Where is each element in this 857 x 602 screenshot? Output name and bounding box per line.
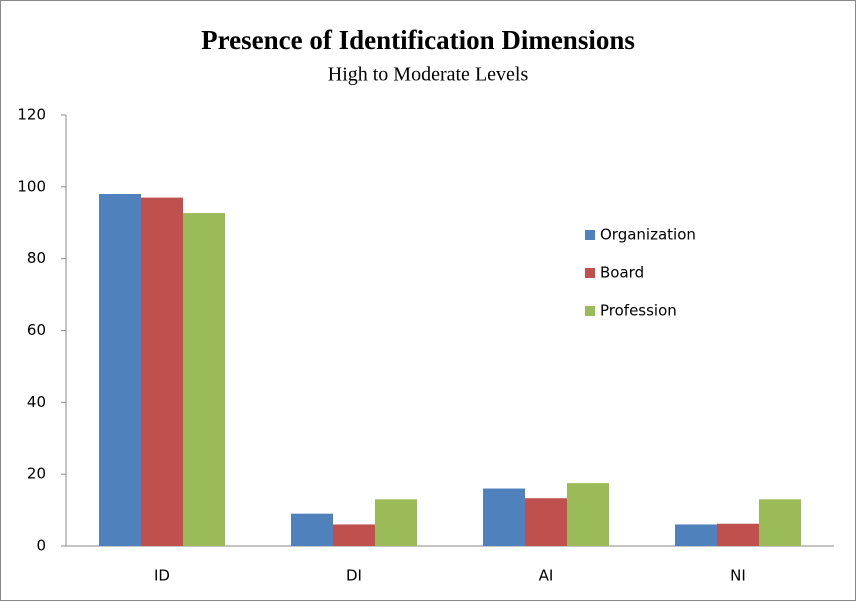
bar <box>675 524 717 546</box>
legend-label: Board <box>600 264 644 282</box>
bar <box>141 197 183 546</box>
y-tick-label: 100 <box>17 177 46 195</box>
y-tick-label: 20 <box>27 465 46 483</box>
y-tick-label: 80 <box>27 249 46 267</box>
bar <box>291 513 333 546</box>
bar <box>375 499 417 546</box>
bar <box>99 194 141 546</box>
bar <box>567 483 609 546</box>
bar <box>759 499 801 546</box>
legend-label: Organization <box>600 226 696 244</box>
y-tick-label: 0 <box>36 537 46 555</box>
legend-label: Profession <box>600 302 677 320</box>
legend-swatch <box>585 230 595 240</box>
bar <box>483 488 525 546</box>
legend-swatch <box>585 268 595 278</box>
x-tick-label: DI <box>346 567 362 585</box>
x-tick-label: AI <box>539 567 554 585</box>
bar <box>333 524 375 546</box>
chart-title: Presence of Identification Dimensions <box>201 25 635 55</box>
bar <box>525 498 567 546</box>
x-tick-label: ID <box>154 567 170 585</box>
y-tick-label: 120 <box>17 106 46 124</box>
bar <box>183 213 225 547</box>
y-tick-label: 40 <box>27 393 46 411</box>
chart-subtitle: High to Moderate Levels <box>328 64 529 86</box>
y-tick-label: 60 <box>27 321 46 339</box>
legend-swatch <box>585 306 595 316</box>
bar <box>717 523 759 546</box>
x-tick-label: NI <box>730 567 746 585</box>
